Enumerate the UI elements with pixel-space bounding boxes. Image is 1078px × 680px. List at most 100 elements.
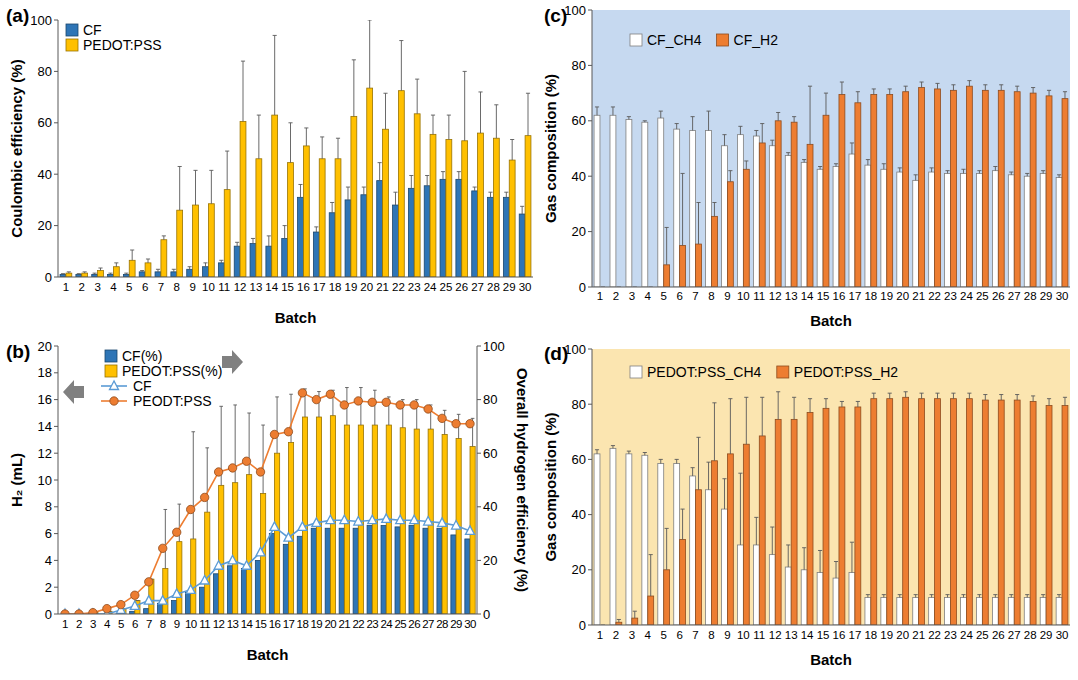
bar: [865, 597, 871, 625]
error-bar: [744, 161, 748, 169]
error-bar: [1063, 397, 1067, 405]
error-stem: [692, 117, 693, 131]
y-tick-label: 12: [38, 446, 52, 461]
x-tick-label: 8: [708, 290, 714, 302]
error-stem: [290, 123, 291, 163]
x-tick-label: 15: [817, 629, 830, 641]
bar: [82, 273, 88, 277]
error-cap: [760, 123, 764, 124]
error-cap: [457, 171, 461, 172]
error-stem: [660, 459, 661, 463]
error-cap: [776, 112, 780, 113]
x-tick-label: 28: [1024, 290, 1037, 302]
error-bar: [617, 619, 621, 622]
bar: [626, 454, 632, 625]
legend-swatch: [717, 34, 729, 46]
error-cap: [898, 594, 902, 595]
error-stem: [730, 171, 731, 182]
error-stem: [274, 35, 275, 115]
error-bar: [856, 92, 860, 103]
bar: [775, 121, 781, 287]
error-cap: [611, 445, 615, 446]
error-cap: [776, 391, 780, 392]
error-stem: [851, 542, 852, 572]
marker: [200, 493, 208, 501]
bar: [1046, 406, 1052, 625]
error-stem: [915, 175, 916, 181]
bar: [298, 197, 304, 277]
error-cap: [352, 59, 356, 60]
x-tick-label: 20: [896, 290, 909, 302]
error-bar: [304, 128, 308, 146]
bar: [976, 597, 982, 625]
y-tick-label: 60: [572, 113, 586, 128]
error-stem: [841, 401, 842, 407]
error-cap: [441, 171, 445, 172]
legend-item: CF: [101, 378, 152, 394]
error-cap: [681, 173, 685, 174]
error-bar: [611, 107, 615, 115]
bar: [903, 397, 909, 625]
marker: [466, 420, 474, 428]
y-tick-label: 20: [38, 339, 52, 354]
marker: [214, 468, 222, 476]
error-cap: [595, 106, 599, 107]
x-tick-label: 20: [896, 629, 909, 641]
error-stem: [1017, 86, 1018, 92]
error-bar: [409, 175, 413, 188]
x-tick-label: 27: [422, 618, 434, 630]
bar: [186, 593, 191, 614]
legend-item: PEDOT:PSS(%): [105, 363, 222, 379]
axes: 0204060801001234567891011121314151617181…: [30, 13, 533, 294]
x-tick-label: 10: [737, 290, 750, 302]
marker: [242, 457, 250, 465]
y-axis-line: [592, 10, 593, 287]
error-cap: [824, 93, 828, 94]
bar: [855, 103, 861, 287]
y-tick-label: 4: [45, 553, 52, 568]
error-bar: [261, 425, 265, 493]
bar: [594, 454, 600, 625]
x-tick-label: 21: [912, 629, 925, 641]
error-cap: [510, 139, 514, 140]
x-tick-label: 6: [676, 290, 682, 302]
legend-item: PEDOT:PSS: [66, 37, 162, 53]
error-cap: [257, 115, 261, 116]
error-stem: [401, 41, 402, 91]
error-bar: [241, 61, 245, 121]
error-cap: [219, 406, 223, 407]
error-cap: [786, 152, 790, 153]
bar: [383, 129, 389, 277]
bar: [913, 180, 919, 287]
bar: [424, 186, 430, 277]
error-cap: [818, 550, 822, 551]
x-tick-label: 1: [63, 281, 69, 293]
error-bar: [850, 542, 854, 572]
marker: [145, 578, 153, 586]
error-bar: [298, 184, 302, 197]
y-tick-label: 0: [579, 280, 586, 295]
error-bar: [93, 273, 97, 274]
error-cap: [840, 401, 844, 402]
legend-item: PEDOT:PSS_H2: [777, 364, 898, 380]
error-cap: [712, 202, 716, 203]
error-cap: [146, 259, 150, 260]
error-stem: [921, 393, 922, 399]
x-tick-label: 29: [1040, 290, 1053, 302]
bar: [769, 555, 775, 625]
error-cap: [346, 187, 350, 188]
bar: [367, 526, 372, 614]
bar: [807, 412, 813, 625]
error-stem: [794, 117, 795, 123]
bar: [311, 528, 316, 614]
error-cap: [98, 268, 102, 269]
error-bar: [920, 393, 924, 399]
error-cap: [888, 88, 892, 89]
marker: [326, 390, 334, 398]
bar: [451, 535, 456, 614]
marker: [60, 609, 69, 614]
bar: [664, 570, 670, 625]
error-cap: [1031, 395, 1035, 396]
bar: [642, 455, 648, 625]
error-stem: [207, 448, 208, 512]
